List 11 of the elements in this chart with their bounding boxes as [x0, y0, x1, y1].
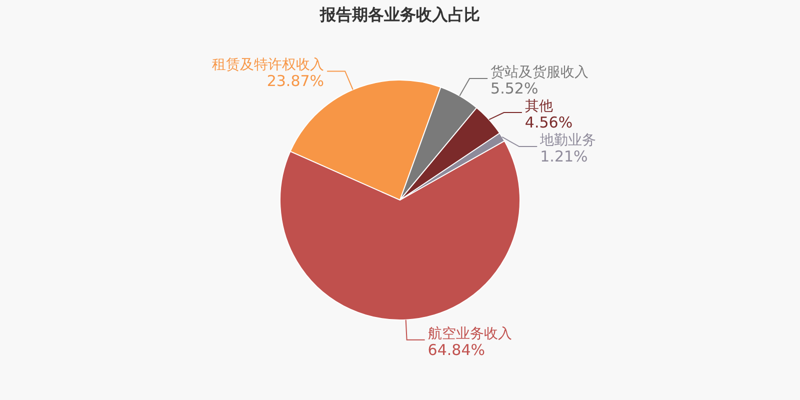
data-label: 4.56%: [524, 114, 573, 132]
data-label: 23.87%: [266, 72, 324, 90]
slice-label: 地勤业务: [539, 132, 596, 149]
slice-label: 航空业务收入: [428, 326, 512, 342]
data-label: 64.84%: [428, 340, 486, 359]
slice-label: 货站及货服收入: [490, 64, 589, 81]
slice-label: 其他: [524, 98, 553, 115]
data-label: 1.21%: [540, 148, 588, 166]
data-label: 5.52%: [490, 80, 538, 98]
slice-label: 租赁及特许权收入: [212, 57, 324, 74]
chart-title: 报告期各业务收入占比: [319, 5, 480, 24]
